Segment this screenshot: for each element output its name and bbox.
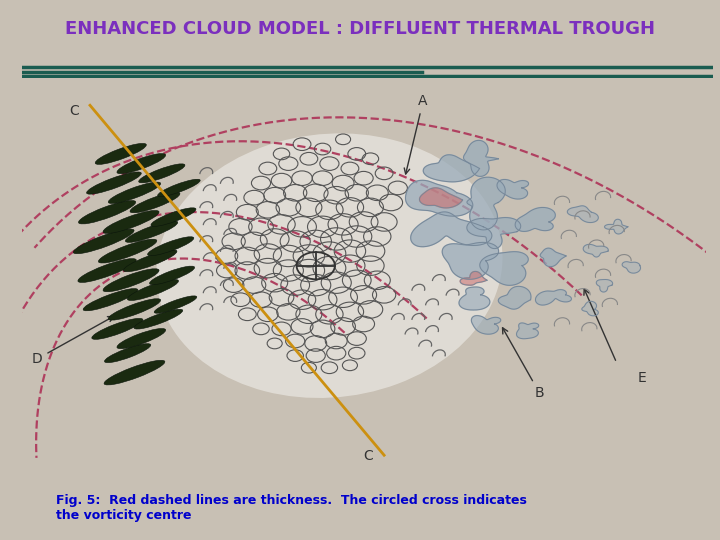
Ellipse shape <box>117 328 166 349</box>
Polygon shape <box>460 272 487 285</box>
Polygon shape <box>540 248 566 267</box>
Polygon shape <box>582 301 598 316</box>
Text: A: A <box>404 94 428 174</box>
Ellipse shape <box>78 259 136 282</box>
Ellipse shape <box>86 172 141 194</box>
Ellipse shape <box>148 237 194 256</box>
Ellipse shape <box>104 360 165 385</box>
Ellipse shape <box>73 229 134 254</box>
Text: Fig. 5:  Red dashed lines are thickness.  The circled cross indicates
the vortic: Fig. 5: Red dashed lines are thickness. … <box>56 495 527 522</box>
Polygon shape <box>405 180 473 216</box>
Polygon shape <box>498 286 531 309</box>
Ellipse shape <box>95 144 146 164</box>
Polygon shape <box>497 179 528 199</box>
Polygon shape <box>420 188 462 208</box>
Ellipse shape <box>78 200 135 224</box>
Polygon shape <box>516 323 539 339</box>
Polygon shape <box>442 242 499 279</box>
Ellipse shape <box>139 164 185 183</box>
Ellipse shape <box>99 239 157 263</box>
Polygon shape <box>583 245 608 257</box>
Polygon shape <box>467 177 505 230</box>
Ellipse shape <box>108 182 161 204</box>
Polygon shape <box>596 280 613 292</box>
Polygon shape <box>459 287 490 310</box>
Ellipse shape <box>127 280 179 300</box>
Ellipse shape <box>151 208 196 226</box>
Ellipse shape <box>123 250 177 272</box>
Polygon shape <box>410 212 492 247</box>
Ellipse shape <box>104 343 150 363</box>
Text: D: D <box>32 316 114 366</box>
Ellipse shape <box>150 266 194 285</box>
Polygon shape <box>567 206 598 222</box>
Ellipse shape <box>108 299 161 320</box>
Polygon shape <box>472 315 500 334</box>
Polygon shape <box>423 155 480 182</box>
Ellipse shape <box>91 319 143 339</box>
Ellipse shape <box>134 309 183 329</box>
Polygon shape <box>622 262 641 273</box>
Text: C: C <box>69 104 79 118</box>
Ellipse shape <box>158 179 200 197</box>
Polygon shape <box>480 252 528 285</box>
Ellipse shape <box>103 269 159 292</box>
Ellipse shape <box>156 133 503 398</box>
Text: E: E <box>637 372 646 386</box>
Text: C: C <box>364 449 374 463</box>
Polygon shape <box>464 140 498 177</box>
Ellipse shape <box>125 221 178 242</box>
Text: ENHANCED CLOUD MODEL : DIFFLUENT THERMAL TROUGH: ENHANCED CLOUD MODEL : DIFFLUENT THERMAL… <box>65 20 655 38</box>
Polygon shape <box>536 289 572 305</box>
Ellipse shape <box>130 192 180 213</box>
Polygon shape <box>467 218 521 248</box>
Polygon shape <box>605 219 628 234</box>
Text: B: B <box>503 328 544 400</box>
Ellipse shape <box>154 296 197 313</box>
Ellipse shape <box>117 153 166 174</box>
Polygon shape <box>515 207 555 232</box>
Ellipse shape <box>83 288 138 311</box>
Ellipse shape <box>103 211 159 233</box>
